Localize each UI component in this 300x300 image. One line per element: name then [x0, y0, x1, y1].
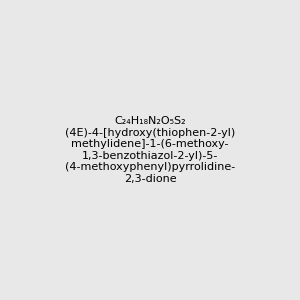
Text: C₂₄H₁₈N₂O₅S₂
(4E)-4-[hydroxy(thiophen-2-yl)
methylidene]-1-(6-methoxy-
1,3-benzo: C₂₄H₁₈N₂O₅S₂ (4E)-4-[hydroxy(thiophen-2-… [65, 116, 235, 184]
